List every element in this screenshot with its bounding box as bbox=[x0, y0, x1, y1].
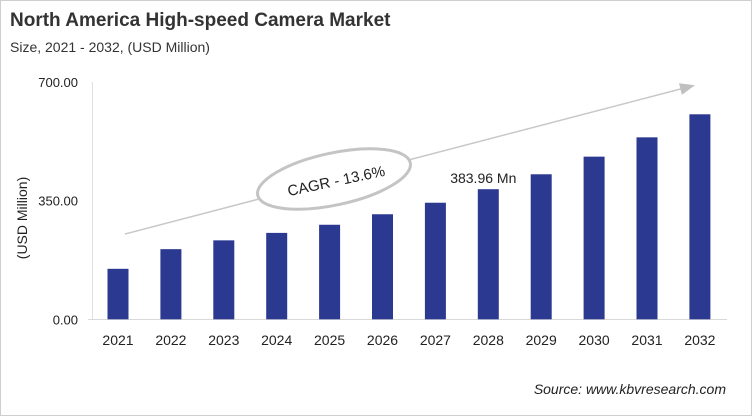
bar-2028 bbox=[477, 189, 499, 320]
bar-2027 bbox=[424, 202, 446, 320]
x-tick-label: 2021 bbox=[102, 332, 133, 348]
cagr-ellipse bbox=[256, 147, 412, 211]
chart-subtitle: Size, 2021 - 2032, (USD Million) bbox=[10, 39, 210, 55]
y-axis-label: (USD Million) bbox=[14, 177, 30, 259]
x-tick-label: 2026 bbox=[367, 332, 398, 348]
source-note: Source: www.kbvresearch.com bbox=[533, 381, 726, 397]
bar-2029 bbox=[530, 174, 552, 320]
x-tick-label: 2027 bbox=[420, 332, 451, 348]
x-tick-label: 2028 bbox=[473, 332, 504, 348]
y-tick-label: 350.00 bbox=[38, 194, 78, 209]
y-tick-label: 700.00 bbox=[38, 75, 78, 90]
bar-2025 bbox=[319, 224, 341, 320]
x-tick-label: 2022 bbox=[155, 332, 186, 348]
bar-2031 bbox=[636, 137, 658, 320]
x-tick-label: 2024 bbox=[261, 332, 292, 348]
bar-2026 bbox=[372, 214, 393, 320]
data-label-2028: 383.96 Mn bbox=[450, 170, 516, 186]
chart-title: North America High-speed Camera Market bbox=[10, 10, 391, 31]
bar-2022 bbox=[160, 249, 182, 320]
x-tick-label: 2030 bbox=[579, 332, 610, 348]
x-tick-label: 2023 bbox=[208, 332, 239, 348]
y-tick-label: 0.00 bbox=[53, 312, 78, 327]
x-tick-label: 2029 bbox=[526, 332, 557, 348]
x-tick-label: 2025 bbox=[314, 332, 345, 348]
x-tick-label: 2032 bbox=[684, 332, 715, 348]
x-tick-label: 2031 bbox=[631, 332, 662, 348]
bar-2023 bbox=[213, 240, 235, 320]
bar-2021 bbox=[107, 268, 129, 320]
bar-2032 bbox=[689, 114, 711, 320]
bar-2024 bbox=[266, 232, 288, 320]
bar-2030 bbox=[583, 156, 605, 320]
